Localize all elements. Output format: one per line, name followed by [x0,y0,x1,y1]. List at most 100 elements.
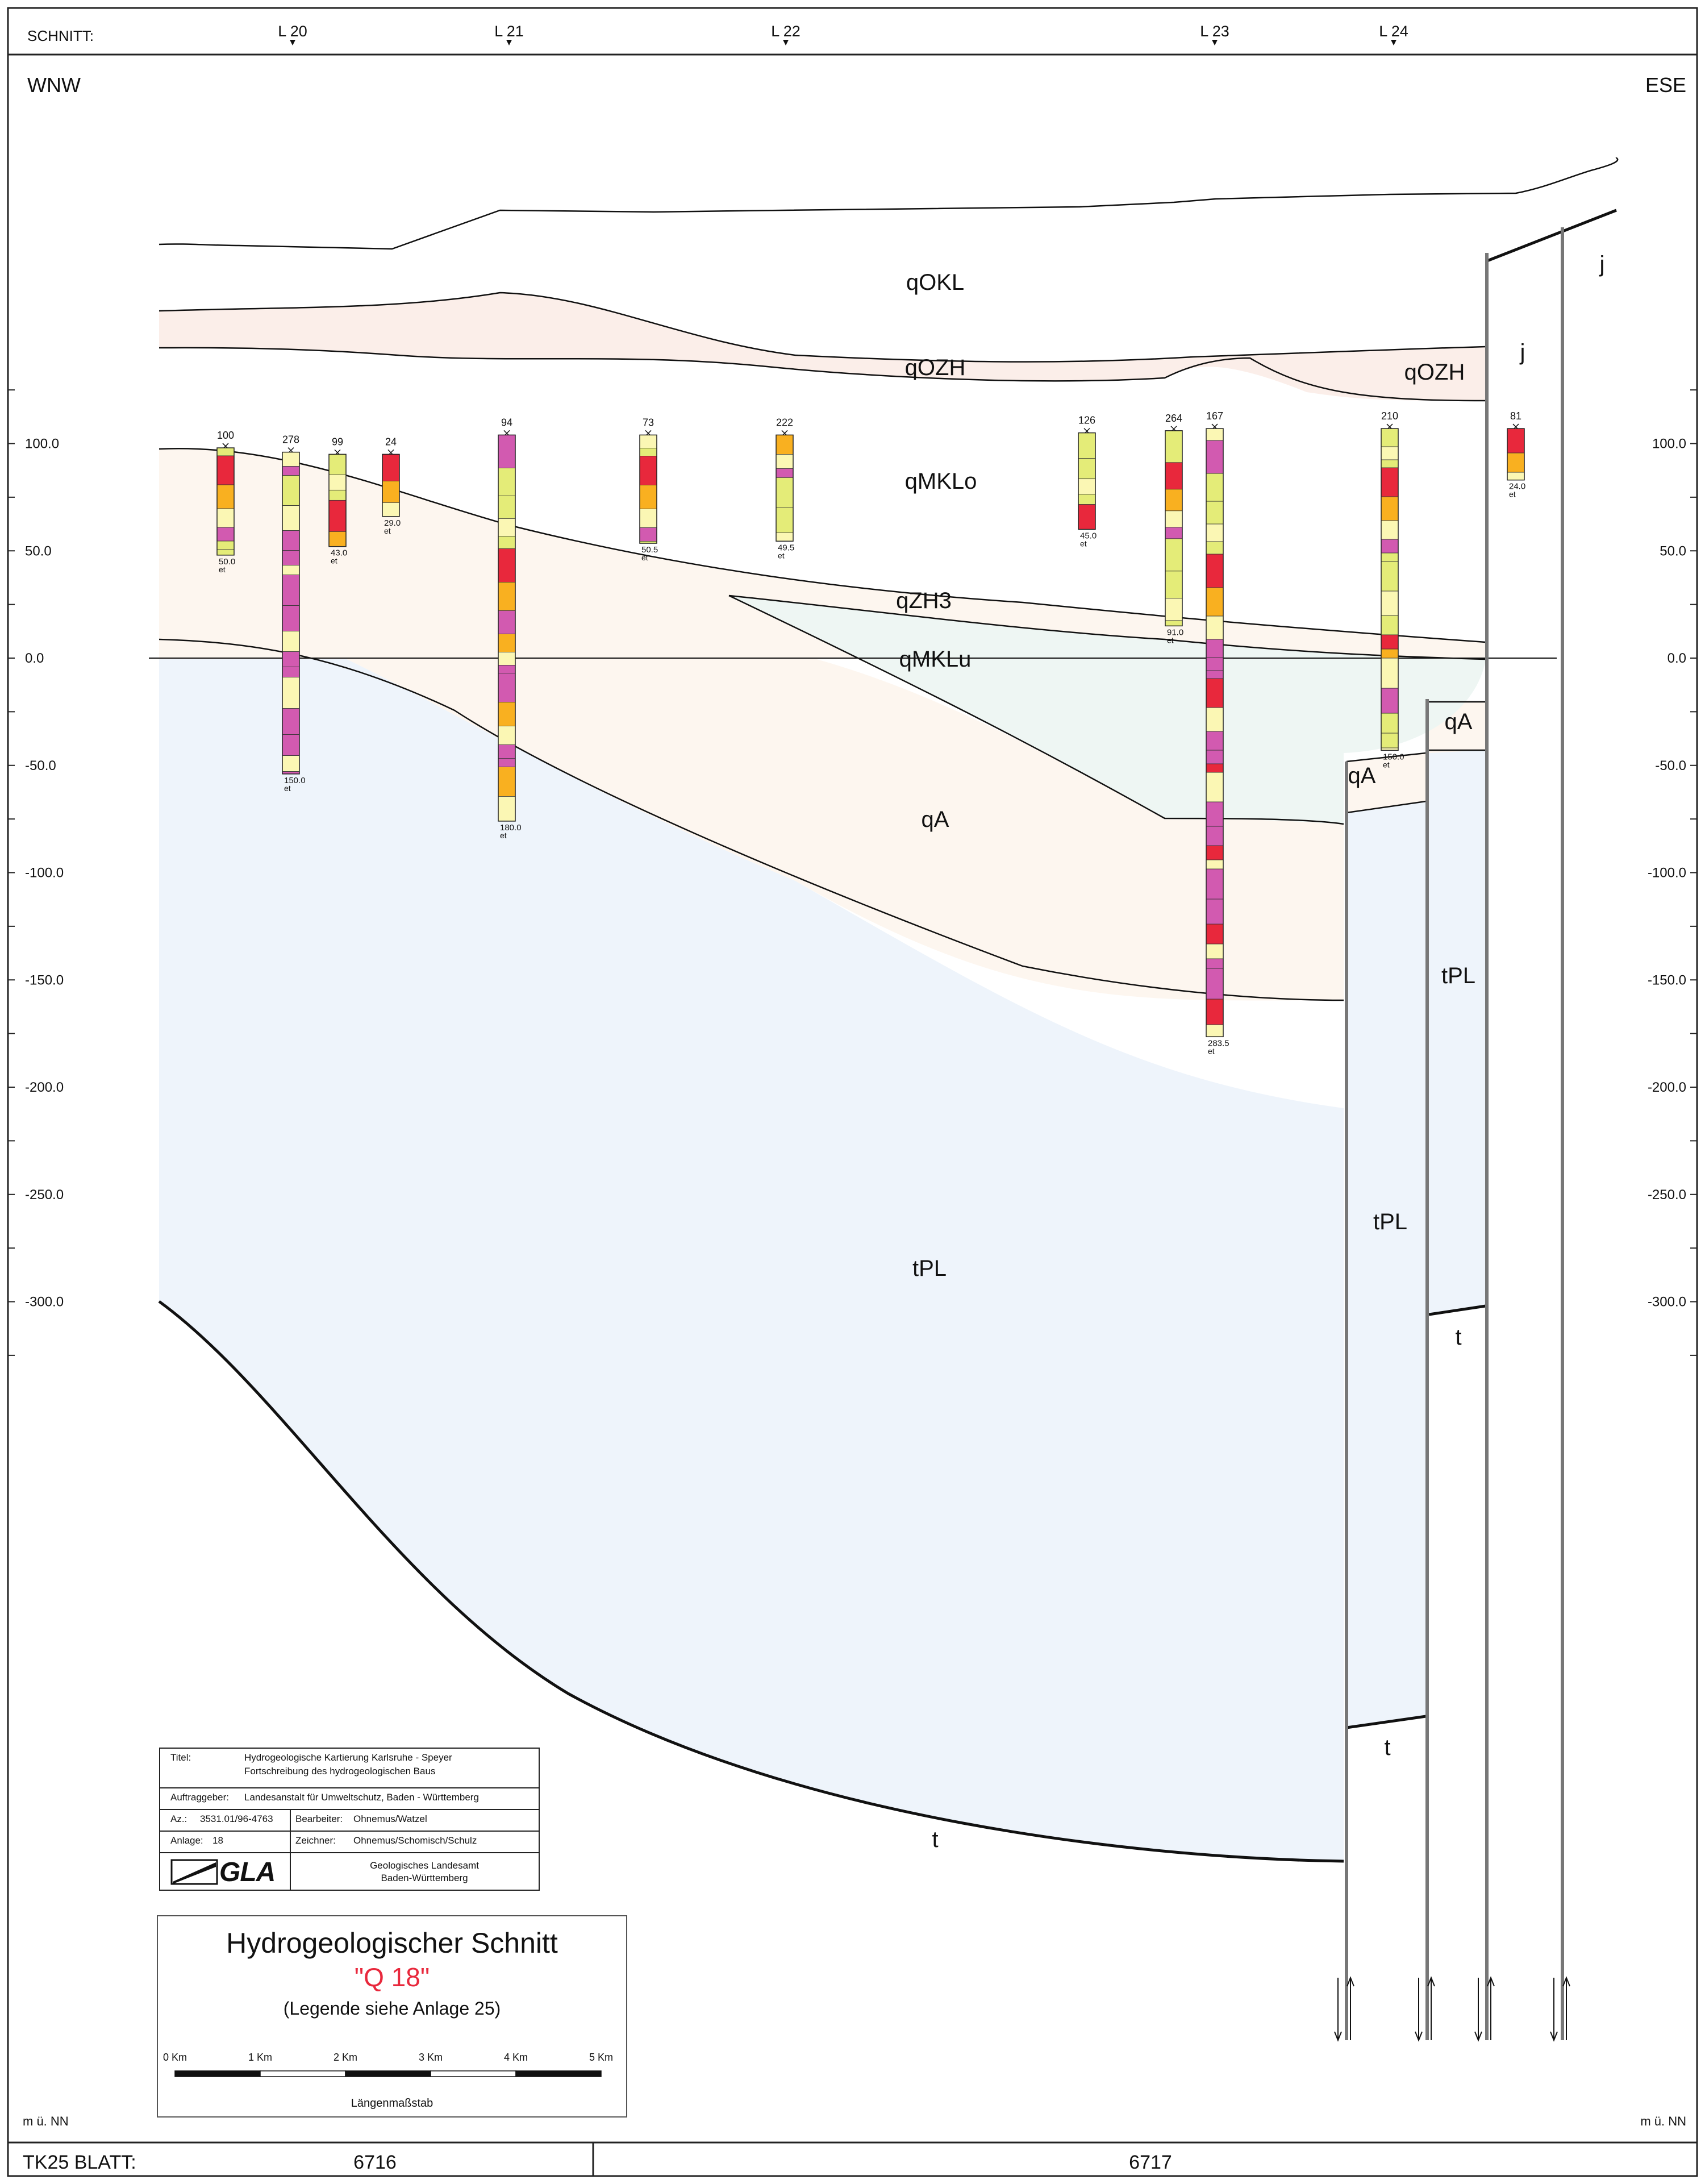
borehole-id: 222 [776,417,793,428]
borehole-layer [216,508,235,528]
gla-logo-text: GLA [219,1857,276,1887]
borehole-layer [1206,923,1224,945]
axis-tick-label: 100.0 [1652,436,1686,452]
boreholes: 10050.0et278150.0et9943.0et2429.0et94180… [216,410,1525,1055]
scale-segment [174,2070,261,2077]
axis-tick-label: 0.0 [1668,651,1686,666]
unit-label-t: t [1384,1735,1390,1760]
axis-tick-label: 0.0 [25,651,44,666]
east-block-contacts [1346,701,1486,814]
qA-east-fill [1347,753,1426,813]
borehole-layer [498,673,516,702]
borehole-layer [1381,446,1399,460]
borehole-layer [282,708,300,735]
borehole-layer [1206,639,1224,658]
borehole-layer [498,610,516,634]
borehole-278: 278 150.0et [282,434,306,793]
borehole-layer [639,448,657,456]
bearbeiter-label: Bearbeiter: [295,1813,343,1824]
section-marker-icon [783,40,789,45]
scale-label: 1 Km [248,2052,272,2063]
borehole-layer [1206,943,1224,959]
borehole-layer [1206,999,1224,1025]
borehole-layer [282,667,300,677]
unit-label-qMKLo: qMKLo [905,469,977,494]
bearbeiter-value: Ohnemus/Watzel [353,1813,427,1824]
borehole-layer [1381,688,1399,714]
borehole-outline [1381,428,1399,751]
scale-label: 3 Km [419,2052,443,2063]
direction-wnw: WNW [27,73,81,97]
borehole-73: 73 50.5et [639,417,658,562]
borehole-layer [1165,527,1183,539]
borehole-layer [1206,968,1224,1000]
axis-unit-left: m ü. NN [23,2114,69,2128]
borehole-code: et [641,553,648,562]
anlage-label: Anlage: [170,1835,203,1846]
unit-label-qA: qA [1445,709,1473,734]
borehole-layer [1381,615,1399,635]
unit-label-tPL: tPL [1441,963,1475,988]
borehole-layer [328,474,347,490]
borehole-outline [1507,428,1525,481]
borehole-layer [1165,598,1183,621]
borehole-outline [216,447,235,556]
borehole-layer [1507,472,1525,481]
borehole-layer [1165,430,1183,463]
org-line2: Baden-Württemberg [381,1873,468,1883]
borehole-layer [498,665,516,673]
borehole-layer [328,454,347,475]
borehole-layer [1206,859,1224,870]
legend-note: (Legende siehe Anlage 25) [283,1998,501,2019]
borehole-layer [639,527,657,542]
unit-label-t: t [1455,1325,1461,1350]
borehole-code: et [500,831,507,840]
auftraggeber-label: Auftraggeber: [170,1792,230,1803]
borehole-210: 210 150.0et [1381,410,1404,769]
borehole-layer [216,549,235,556]
borehole-layer [498,548,516,583]
unit-label-qMKLu: qMKLu [899,647,972,672]
borehole-outline [639,434,657,544]
borehole-layer [1206,1024,1224,1037]
borehole-id: 99 [332,436,343,447]
section-label: L 24 [1379,23,1408,40]
borehole-layer [1381,658,1399,689]
borehole-code: et [331,556,337,565]
borehole-126: 126 45.0et [1078,415,1097,548]
section-label: L 20 [278,23,307,40]
unit-label-t: t [932,1827,938,1852]
borehole-layer [1381,467,1399,497]
qOKL-base [159,292,1486,363]
borehole-layer [282,631,300,652]
borehole-code: et [384,526,391,535]
borehole-depth: 29.0 [384,518,401,528]
borehole-layer [498,634,516,652]
borehole-id: 210 [1381,410,1398,422]
logo-row: GLA Geologisches Landesamt Baden-Württem… [160,1853,539,1890]
borehole-layer [1381,590,1399,616]
borehole-167: 167 283.5et [1206,410,1229,1055]
borehole-outline [282,451,300,775]
unit-labels: qOKL qOZH qMKLo qZH3 qMKLu qA tPL t qOZH j j qA qA tP… [896,252,1604,1852]
axis-right: 100.0 50.0 0.0 -50.0 -100.0 -150.0 -200.0 -250.… [1648,389,1697,1356]
borehole-depth: 24.0 [1509,482,1525,492]
borehole-layer [1165,510,1183,528]
borehole-outline [1165,430,1183,627]
az-label: Az.: [170,1813,187,1824]
borehole-layer [216,455,235,485]
borehole-layer [1206,554,1224,588]
borehole-layer [282,530,300,551]
borehole-100: 100 50.0et [216,430,235,574]
unit-label-tPL: tPL [1373,1209,1407,1234]
auftraggeber-row: Auftraggeber: Landesanstalt für Umweltsc… [160,1788,539,1810]
borehole-layer [1206,428,1224,441]
borehole-layer [1206,670,1224,679]
borehole-layer [1381,459,1399,468]
borehole-layer [498,468,516,496]
axis-tick-label: -50.0 [1655,758,1686,773]
unit-label-j: j [1520,340,1525,365]
borehole-layer [1507,428,1525,454]
borehole-layer [1206,587,1224,617]
